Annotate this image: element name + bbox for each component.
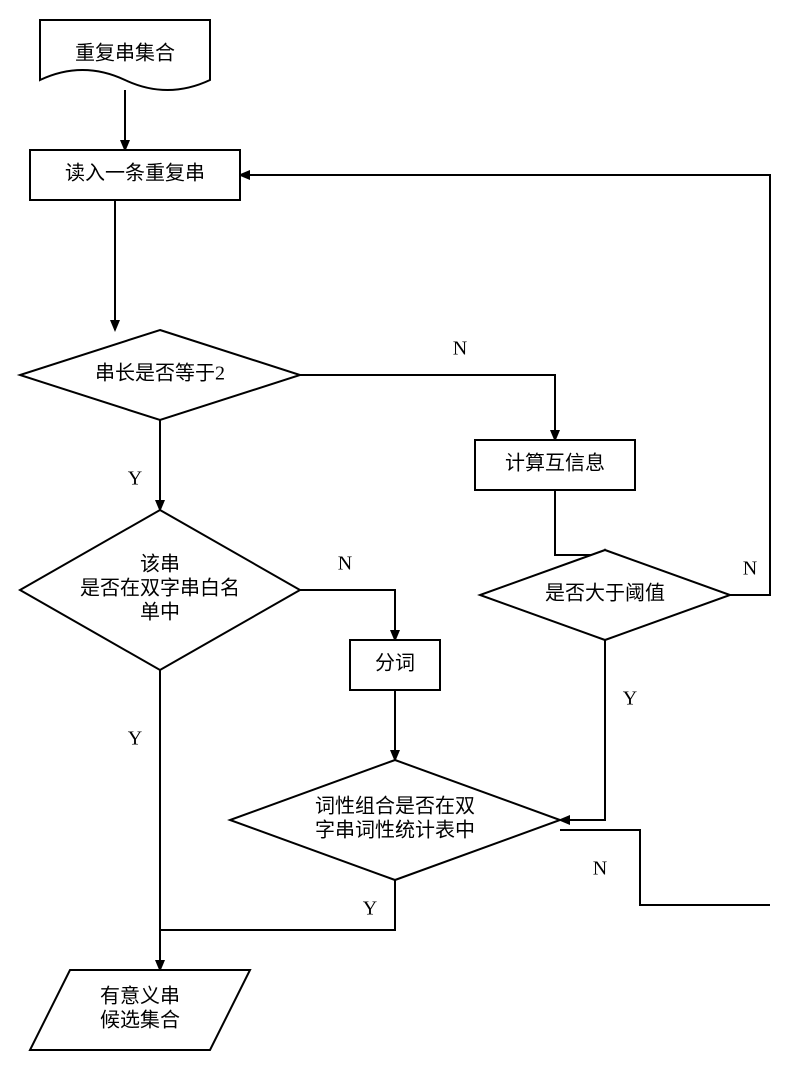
flowchart-canvas: Y N Y N Y N Y N 重复串集合读入一条重复串串长是否等于2 该串是否在双字串白名单中 计… [0, 0, 800, 1085]
svg-text:Y: Y [623, 688, 637, 710]
svg-text:是否大于阈值: 是否大于阈值 [545, 582, 665, 605]
svg-text:是否在双字串白名: 是否在双字串白名 [80, 577, 240, 600]
svg-text:N: N [593, 858, 607, 880]
svg-text:Y: Y [128, 468, 142, 490]
svg-text:串长是否等于2: 串长是否等于2 [95, 362, 225, 385]
svg-text:Y: Y [128, 728, 142, 750]
svg-text:分词: 分词 [375, 652, 415, 675]
svg-text:N: N [743, 558, 757, 580]
svg-text:N: N [338, 553, 352, 575]
svg-text:候选集合: 候选集合 [100, 1009, 180, 1032]
svg-text:N: N [453, 338, 467, 360]
svg-text:该串: 该串 [140, 553, 180, 576]
svg-text:重复串集合: 重复串集合 [75, 42, 175, 65]
svg-text:Y: Y [363, 898, 377, 920]
svg-text:词性组合是否在双: 词性组合是否在双 [315, 795, 475, 818]
svg-text:字串词性统计表中: 字串词性统计表中 [315, 819, 475, 842]
svg-text:读入一条重复串: 读入一条重复串 [65, 162, 205, 185]
svg-text:计算互信息: 计算互信息 [505, 452, 605, 475]
svg-text:有意义串: 有意义串 [100, 985, 180, 1008]
svg-text:单中: 单中 [140, 601, 180, 624]
